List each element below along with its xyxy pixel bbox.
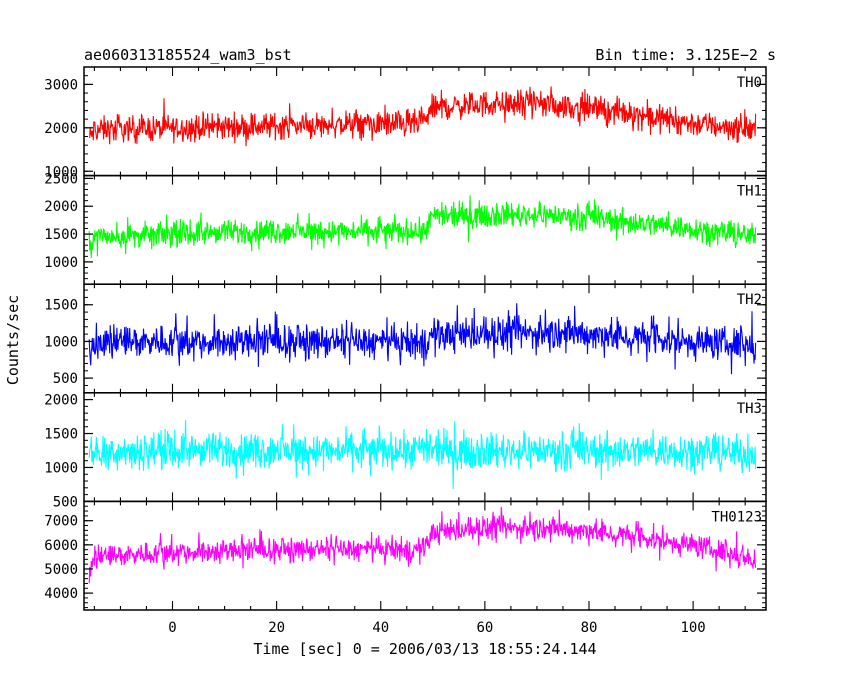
- panel-label: TH2: [737, 292, 762, 308]
- panel-th3: 500 1000 1500 2000 TH3: [44, 392, 767, 510]
- panel-th2: 500 1000 1500 TH2: [44, 283, 767, 394]
- y-tick-label: 1500: [44, 298, 78, 314]
- y-tick-label: 1000: [44, 460, 78, 476]
- y-tick-label: 500: [53, 371, 78, 387]
- series-th1: [88, 195, 757, 258]
- panel-th0123: 4000 5000 6000 7000 TH0123: [44, 500, 767, 611]
- y-tick-label: 1000: [44, 255, 78, 271]
- y-tick-label: 1000: [44, 334, 78, 350]
- y-tick-label: 1000: [44, 164, 78, 180]
- x-tick-label: 20: [268, 620, 285, 636]
- panel-label: TH1: [737, 184, 762, 200]
- y-tick-label: 3000: [44, 77, 78, 93]
- y-tick-label: 2000: [44, 199, 78, 215]
- series-th3: [88, 420, 757, 490]
- y-axis-label: Counts/sec: [4, 295, 22, 385]
- x-tick-label: 0: [168, 620, 176, 636]
- panel-label: TH0: [737, 75, 762, 91]
- series-th2: [88, 303, 757, 375]
- y-tick-label: 7000: [44, 514, 78, 530]
- y-tick-label: 5000: [44, 562, 78, 578]
- series-th0123: [88, 506, 757, 584]
- x-tick-label: 100: [680, 620, 705, 636]
- figure-title-left: ae060313185524_wam3_bst: [84, 46, 292, 64]
- x-tick-label: 60: [476, 620, 493, 636]
- y-tick-label: 1500: [44, 227, 78, 243]
- y-tick-label: 500: [53, 494, 78, 510]
- figure-title-right: Bin time: 3.125E−2 s: [595, 46, 776, 64]
- panel-th1: 1000 1500 2000 2500 TH1: [44, 171, 767, 285]
- panel-label: TH3: [737, 401, 762, 417]
- panel-th0: 1000 2000 3000 TH0: [44, 66, 767, 180]
- y-tick-label: 2500: [44, 171, 78, 187]
- y-tick-label: 1500: [44, 427, 78, 443]
- x-tick-label: 40: [372, 620, 389, 636]
- y-tick-label: 2000: [44, 121, 78, 137]
- series-th0: [89, 86, 757, 147]
- y-tick-label: 6000: [44, 538, 78, 554]
- x-tick-label: 80: [581, 620, 598, 636]
- panel-frame: [83, 500, 767, 611]
- panel-label: TH0123: [711, 509, 762, 525]
- x-axis-label: Time [sec] 0 = 2006/03/13 18:55:24.144: [253, 640, 596, 658]
- y-tick-label: 2000: [44, 393, 78, 409]
- y-tick-label: 4000: [44, 586, 78, 602]
